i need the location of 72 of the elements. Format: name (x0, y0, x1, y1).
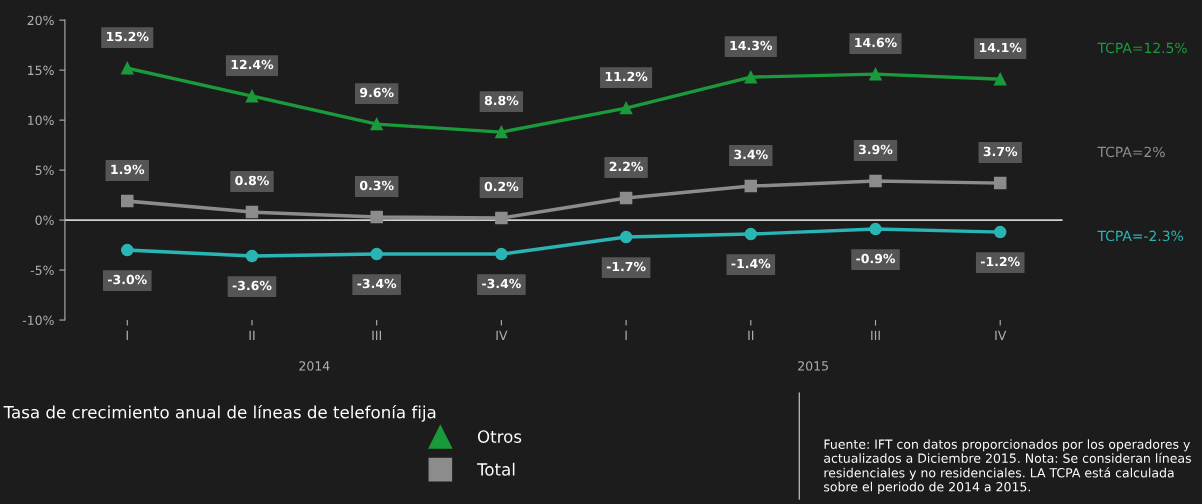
x-tick-label: IV (995, 330, 1007, 340)
point (495, 125, 508, 139)
data-label: -1.2% (980, 256, 1020, 267)
point (744, 70, 758, 84)
point (993, 176, 1007, 190)
y-tick-label: 5% (35, 165, 54, 176)
data-label: 11.2% (605, 71, 648, 82)
data-label: -0.9% (856, 253, 896, 264)
point (245, 205, 259, 219)
data-label: -3.4% (482, 278, 521, 289)
point (121, 194, 134, 208)
x-tick-label: III (372, 330, 381, 340)
data-label: 9.6% (359, 87, 394, 98)
point (121, 61, 134, 75)
data-label: 3.4% (734, 149, 768, 160)
source-note: Fuente: IFT con datos proporcionados por los operadores y actualizados a Diciembre 2015. Nota: Se consideran líneas residenciales y no residenciales. LA TCPA está calculada sobre el periodo de 2014 a 2015. (824, 439, 1191, 494)
point (121, 243, 134, 257)
data-label: 0.8% (235, 175, 269, 186)
point (744, 179, 758, 193)
data-label: 14.3% (730, 40, 773, 51)
x-tick-label: II (249, 330, 255, 340)
data-label: 3.7% (983, 146, 1018, 157)
point (370, 210, 383, 224)
point (370, 247, 383, 261)
data-label: -1.7% (606, 261, 646, 272)
point (869, 67, 882, 81)
data-label: 14.1% (979, 42, 1022, 53)
point (993, 225, 1007, 239)
x-tick-label: II (748, 330, 754, 340)
x-tick-label: IV (496, 330, 508, 340)
point (370, 117, 383, 131)
data-label: 8.8% (484, 95, 519, 106)
data-label: 0.2% (484, 181, 519, 192)
point (495, 211, 508, 225)
point (245, 89, 259, 103)
point (619, 101, 633, 115)
point (245, 249, 259, 263)
data-label: -3.4% (357, 278, 397, 289)
y-tick-label: 0% (35, 215, 54, 226)
text: TCPA=2% (1097, 146, 1165, 158)
text: TCPA=12.5% (1097, 42, 1187, 54)
data-label: 0.3% (359, 180, 394, 191)
data-label: -3.0% (108, 274, 147, 285)
x-tick-label: III (871, 330, 880, 340)
y-tick-label: 10% (28, 115, 54, 126)
point (744, 227, 758, 241)
text: TCPA=-2.3% (1097, 230, 1184, 242)
point (619, 230, 633, 244)
y-tick-label: -10% (22, 315, 54, 325)
text: 2014 (299, 361, 330, 371)
data-label: 14.6% (855, 37, 897, 48)
data-label: 15.2% (106, 31, 149, 42)
legend-label: Otros (477, 430, 522, 443)
x-tick-label: I (625, 330, 627, 340)
data-label: 12.4% (231, 59, 274, 70)
point (495, 247, 508, 261)
point (869, 222, 882, 236)
text: Tasa de crecimiento anual de líneas de telefonía fija (3, 404, 436, 422)
x-tick-label: I (126, 330, 128, 340)
y-tick-label: -5% (30, 265, 54, 275)
data-label: 2.2% (609, 161, 644, 172)
y-tick-label: 15% (28, 65, 54, 76)
data-label: 1.9% (111, 164, 145, 175)
data-label: 3.9% (859, 144, 893, 155)
y-tick-label: 20% (27, 15, 54, 26)
point (619, 191, 633, 205)
legend-label: Total (476, 462, 515, 476)
data-label: -3.6% (232, 280, 272, 291)
text: 2015 (798, 361, 828, 371)
data-label: -1.4% (731, 258, 771, 269)
point (869, 174, 882, 188)
point (993, 72, 1007, 86)
